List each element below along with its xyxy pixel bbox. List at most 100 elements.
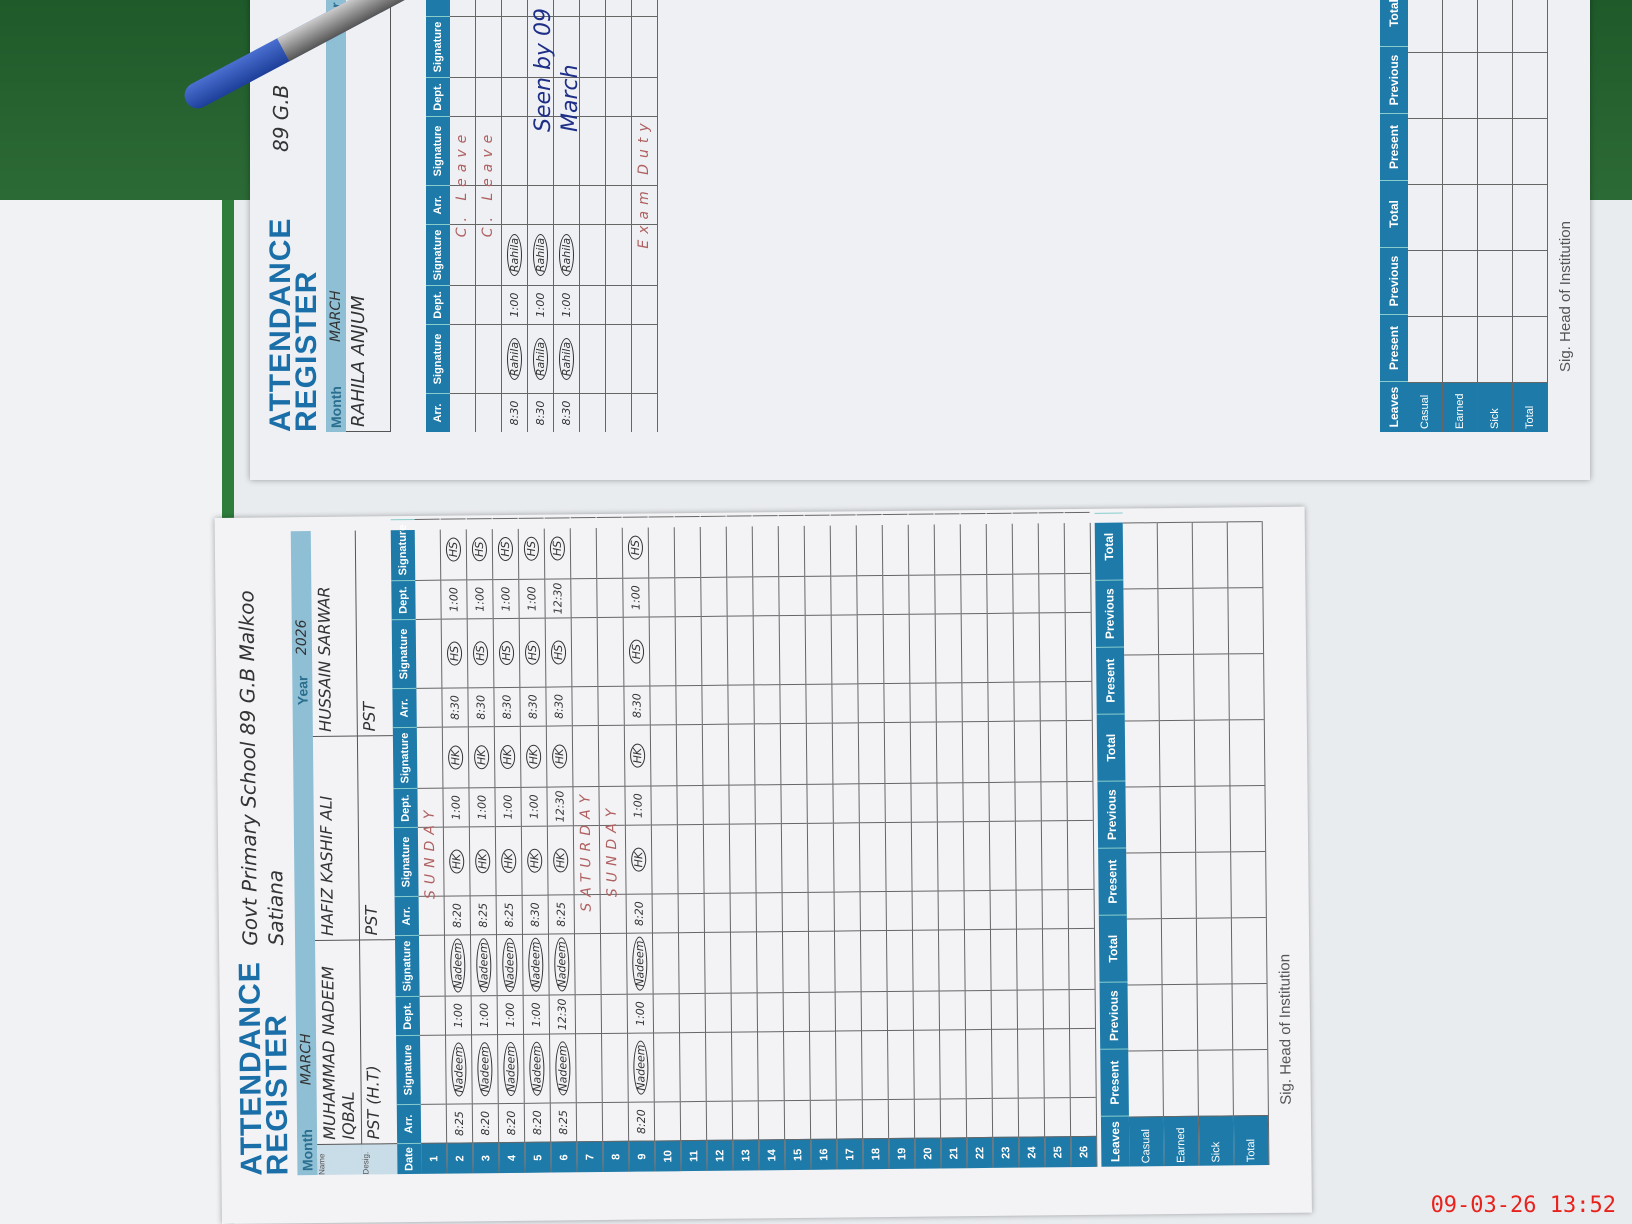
arrival-time: [936, 682, 962, 722]
arrival-time: [580, 393, 605, 432]
departure-signature: HS: [466, 518, 493, 580]
departure-time: 1:00: [554, 285, 579, 324]
month-value: MARCH: [298, 1033, 315, 1086]
arrival-signature: [758, 1031, 784, 1101]
departure-signature: [782, 930, 809, 993]
leaves-cell: [1513, 184, 1547, 250]
teacher-name: MUHAMMAD NADEEM IQBAL: [315, 940, 362, 1145]
leaves-summary: Leaves Present Previous Total Present Previou…: [1094, 512, 1272, 1167]
departure-time: 1:00: [528, 285, 553, 324]
arrival-time: [606, 393, 631, 432]
arrival-time: 8:30: [624, 685, 650, 725]
departure-time: 12:30: [545, 578, 571, 618]
arrival-time: [914, 1098, 941, 1138]
date-cell: 2: [447, 1142, 473, 1174]
name-label: Name: [317, 1144, 362, 1175]
column-header-arr: Arr.: [394, 895, 419, 936]
arrival-signature: [1043, 1028, 1070, 1098]
departure-signature: [780, 722, 807, 785]
register-page-left: ATTENDANCE REGISTER Govt Primary School 8…: [214, 506, 1312, 1224]
arrival-time: 8:30: [468, 687, 494, 727]
date-cell: 5: [525, 1141, 551, 1173]
arrival-signature: HK: [625, 824, 652, 894]
departure-signature: HK: [494, 725, 521, 788]
date-cell: 18: [863, 1138, 889, 1170]
arrival-time: 8:30: [494, 686, 520, 727]
arrival-time: [676, 684, 702, 725]
departure-signature: [1016, 928, 1043, 990]
leaves-cell: [1198, 1049, 1233, 1116]
departure-time: [883, 574, 909, 615]
arrival-signature: [703, 823, 730, 893]
leaves-column-header: Total: [1380, 0, 1408, 46]
leaves-cell: [1227, 521, 1263, 588]
signature: Nadeem: [502, 937, 518, 993]
leaves-cell: [1231, 917, 1267, 984]
arrival-signature: Rahila: [502, 324, 527, 393]
leaves-row-label: Total: [1513, 382, 1547, 432]
arrival-signature: [1041, 820, 1068, 890]
arrival-signature: [706, 1031, 732, 1101]
arrival-signature: [807, 822, 834, 892]
arrival-signature: [991, 1028, 1018, 1098]
departure-signature: [648, 516, 675, 578]
column-header-signature: Signature: [391, 618, 417, 689]
departure-signature: [912, 929, 939, 991]
arrival-signature: [857, 614, 884, 684]
departure-time: [1015, 781, 1041, 821]
departure-time: [731, 992, 758, 1032]
departure-signature: [986, 512, 1013, 574]
arrival-signature: [654, 1032, 680, 1102]
departure-time: 1:00: [523, 994, 550, 1034]
arrival-signature: [885, 821, 912, 892]
signature: HK: [501, 849, 517, 873]
arrival-signature: [888, 1029, 914, 1100]
leaves-cell: [1478, 316, 1512, 382]
signature: Nadeem: [554, 937, 570, 992]
arrival-time: 8:20: [524, 1102, 551, 1142]
leaves-column-header: Previous: [1099, 981, 1129, 1049]
school-name: 89 G.B: [269, 84, 293, 152]
arrival-time: [1068, 888, 1094, 929]
column-header-dept: Dept.: [426, 285, 450, 324]
arrival-signature: HK: [521, 825, 548, 895]
arrival-time: 8:20: [626, 893, 652, 933]
teacher-name: RAHILA ANJUM: [346, 202, 390, 432]
leaves-row-label: Total: [1233, 1115, 1269, 1166]
departure-time: [935, 574, 961, 614]
leaves-cell: [1408, 118, 1442, 184]
leaves-cell: [1443, 52, 1477, 118]
departure-signature: [910, 721, 937, 783]
date-cell: 26: [1071, 1135, 1097, 1168]
arrival-time: [554, 185, 579, 224]
arrival-signature: [989, 820, 1016, 890]
leaves-column-header: Present: [1380, 314, 1408, 381]
departure-signature: Nadeem: [548, 933, 575, 995]
arrival-signature: [732, 1031, 758, 1101]
name-row: Name MUHAMMAD NADEEM IQBAL HAFIZ KASHIF A…: [310, 530, 363, 1175]
arrival-time: [678, 892, 704, 933]
leaves-cell: [1161, 917, 1197, 985]
signature: HK: [449, 849, 465, 874]
arrival-signature: HS: [467, 618, 494, 688]
departure-signature: Rahila: [528, 224, 553, 285]
departure-signature: HK: [624, 724, 651, 786]
leaves-cell: [1124, 654, 1159, 721]
departure-signature: [754, 723, 781, 785]
arrival-time: [502, 185, 527, 224]
arrival-time: [888, 1098, 915, 1139]
leaves-cell: [1478, 0, 1512, 52]
arrival-signature: HS: [545, 617, 572, 687]
leaves-cell: [1408, 250, 1442, 316]
arrival-time: 8:30: [528, 393, 553, 432]
arrival-time: 8:25: [550, 1102, 577, 1142]
date-cell: 12: [707, 1139, 733, 1171]
departure-time: 1:00: [502, 285, 527, 324]
departure-time: [502, 77, 527, 116]
departure-signature: HS: [544, 517, 571, 579]
leaves-column-header: Present: [1380, 113, 1408, 180]
departure-signature: [700, 515, 727, 577]
teacher-designation: PST: [356, 736, 396, 941]
departure-signature: [856, 514, 883, 576]
departure-time: [705, 992, 732, 1032]
